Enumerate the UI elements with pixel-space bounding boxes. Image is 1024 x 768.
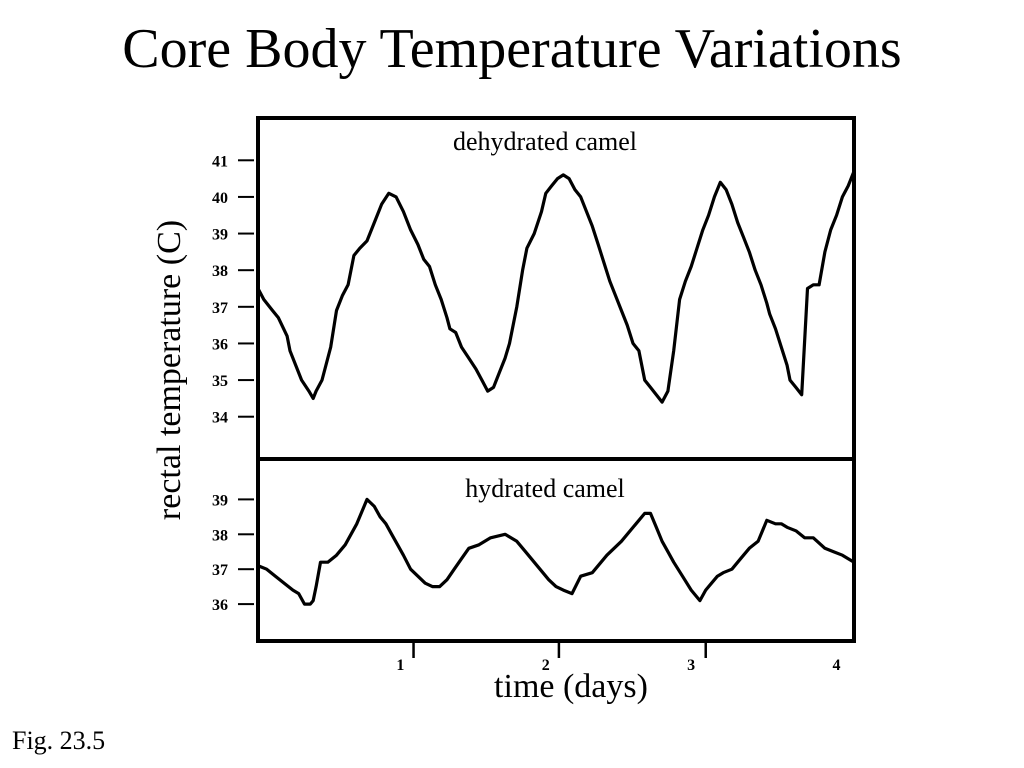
y-axis-dehydrated: 34 35 36 37 38 39 40 41 bbox=[212, 153, 254, 427]
panel-label-dehydrated: dehydrated camel bbox=[453, 127, 637, 156]
series-line-dehydrated bbox=[260, 172, 852, 404]
y-tick-label-dehydrated: 36 bbox=[212, 336, 228, 353]
x-axis-title: time (days) bbox=[494, 668, 648, 705]
chart-frame bbox=[256, 116, 856, 643]
y-tick-label-dehydrated: 41 bbox=[212, 153, 228, 170]
x-tick-label: 2 bbox=[542, 657, 550, 674]
x-tick-label: 4 bbox=[832, 657, 840, 674]
y-tick-label-hydrated: 37 bbox=[212, 562, 228, 579]
y-tick-label-dehydrated: 35 bbox=[212, 373, 228, 390]
y-tick-label-dehydrated: 38 bbox=[212, 263, 228, 280]
y-tick-label-dehydrated: 34 bbox=[212, 410, 228, 427]
x-tick-label: 3 bbox=[687, 657, 695, 674]
y-axis-hydrated: 36 37 38 39 bbox=[212, 492, 254, 614]
y-tick-label-hydrated: 38 bbox=[212, 527, 228, 544]
y-tick-label-hydrated: 36 bbox=[212, 597, 228, 614]
y-axis-title: rectal temperature (C) bbox=[151, 220, 188, 520]
y-tick-label-dehydrated: 39 bbox=[212, 227, 228, 244]
panel-label-hydrated: hydrated camel bbox=[465, 474, 625, 503]
x-axis: 1 2 3 4 bbox=[396, 641, 840, 674]
y-tick-label-hydrated: 39 bbox=[212, 492, 228, 509]
slide-title: Core Body Temperature Variations bbox=[122, 18, 902, 80]
series-line-hydrated bbox=[260, 497, 852, 606]
x-tick-label: 1 bbox=[396, 657, 404, 674]
figure-caption: Fig. 23.5 bbox=[12, 726, 106, 755]
y-tick-label-dehydrated: 40 bbox=[212, 190, 228, 207]
y-tick-label-dehydrated: 37 bbox=[212, 300, 228, 317]
